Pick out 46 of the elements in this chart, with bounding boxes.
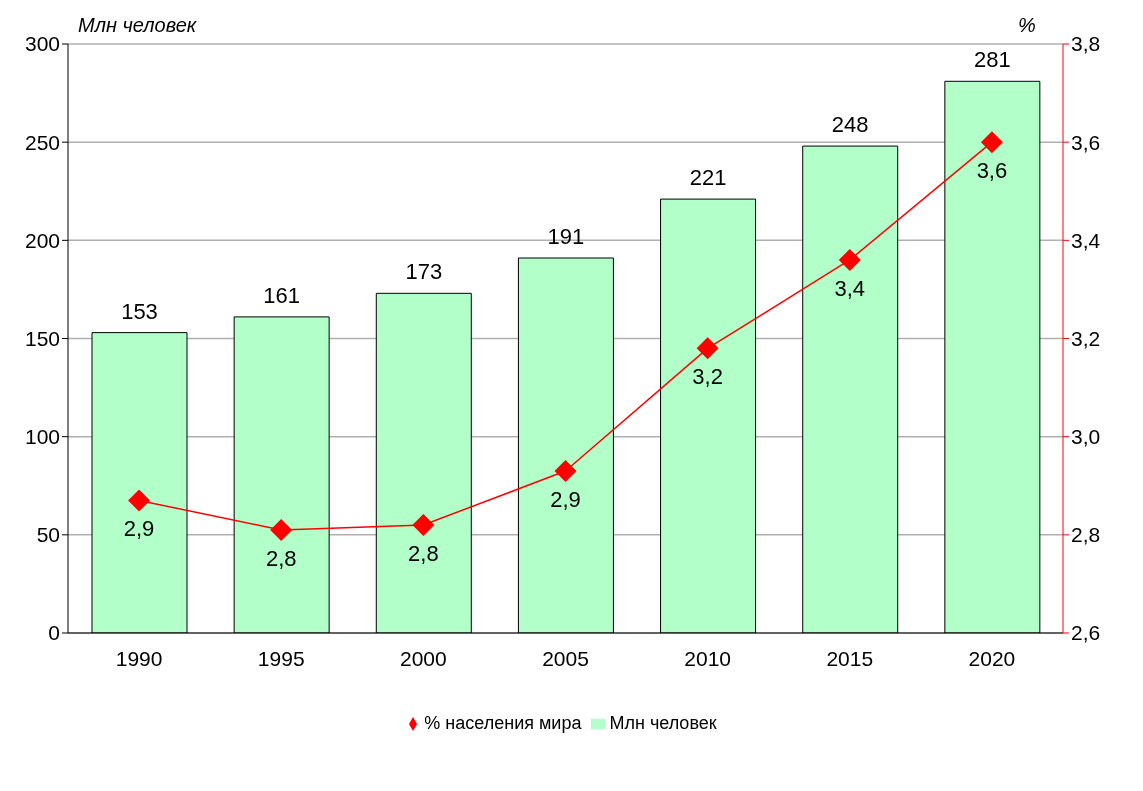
y-tick-label: 0 <box>48 621 60 645</box>
y-tick-label: 200 <box>24 228 60 252</box>
data-label: 2,9 <box>550 487 581 513</box>
y-tick-label: 300 <box>24 32 60 56</box>
y2-tick-label: 3,2 <box>1071 326 1101 350</box>
data-label: 2,8 <box>265 545 297 571</box>
data-label: 2,9 <box>123 516 155 542</box>
data-label: 2,8 <box>408 541 439 567</box>
x-tick-label: 2020 <box>968 646 1016 670</box>
x-tick-label: 1990 <box>115 646 163 670</box>
point <box>128 489 151 512</box>
data-label: 3,6 <box>976 158 1008 184</box>
y-tick-label: 250 <box>24 130 60 154</box>
y2-tick-label: 2,6 <box>1071 621 1101 645</box>
data-label: 173 <box>405 259 443 285</box>
x-tick-label: 2000 <box>400 646 447 670</box>
y2-tick-label: 3,8 <box>1071 32 1101 56</box>
data-label: 161 <box>263 282 300 308</box>
point <box>412 514 435 537</box>
y2-tick-label: 3,4 <box>1071 228 1101 252</box>
y2-tick-label: 3,0 <box>1071 425 1101 449</box>
y-axis-title: Млн человек <box>78 14 197 37</box>
data-label: 153 <box>121 298 158 324</box>
point <box>554 460 577 483</box>
data-label: 3,4 <box>834 275 866 301</box>
x-tick-label: 2010 <box>684 646 731 670</box>
data-label: 191 <box>547 224 585 249</box>
data-label: 248 <box>831 112 869 138</box>
x-tick-label: 2005 <box>542 646 589 670</box>
y-tick-label: 150 <box>24 326 60 350</box>
legend-label: % населения мира <box>424 713 582 733</box>
y2-axis-title: % <box>1018 14 1036 37</box>
data-label: 281 <box>974 47 1011 73</box>
y2-tick-label: 3,6 <box>1071 130 1101 154</box>
point <box>838 248 861 271</box>
x-tick-label: 1995 <box>257 646 305 670</box>
y2-tick-label: 2,8 <box>1071 523 1101 547</box>
y-tick-label: 100 <box>24 425 60 449</box>
x-tick-label: 2015 <box>826 646 874 670</box>
y-tick-label: 50 <box>36 523 60 547</box>
data-label: 221 <box>689 165 727 191</box>
legend-label: Млн человек <box>609 713 717 733</box>
data-label: 3,2 <box>692 364 723 390</box>
point <box>980 131 1003 154</box>
point <box>270 518 293 541</box>
point <box>696 337 719 360</box>
